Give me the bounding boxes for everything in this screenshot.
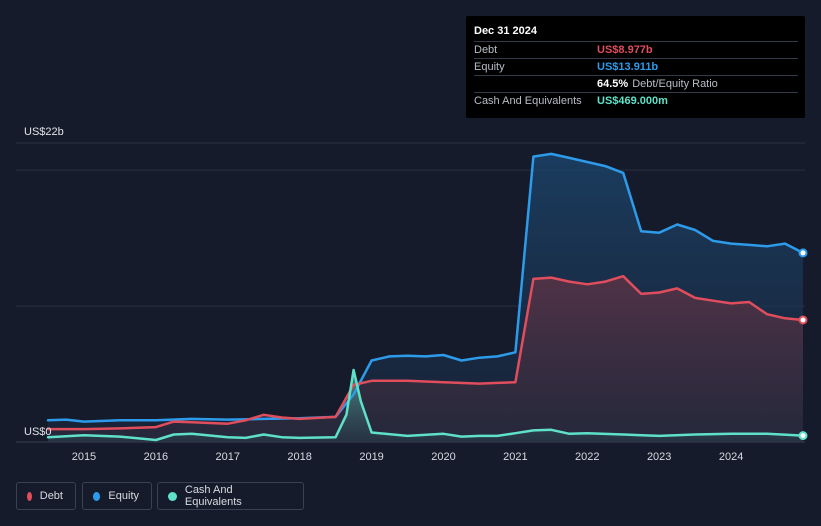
tooltip-row-cash: Cash And Equivalents US$469.000m: [474, 92, 798, 109]
debt-end-marker: [798, 315, 808, 325]
tooltip-ratio: 64.5% Debt/Equity Ratio: [597, 78, 718, 90]
legend-cash[interactable]: Cash And Equivalents: [157, 482, 304, 510]
tooltip-row-ratio: 64.5% Debt/Equity Ratio: [474, 75, 798, 92]
tooltip-date: Dec 31 2024: [474, 25, 537, 37]
tooltip-row-equity: Equity US$13.911b: [474, 58, 798, 75]
x-tick-label: 2019: [359, 451, 383, 463]
y-axis-top-label: US$22b: [24, 126, 64, 138]
series-lines: [46, 152, 805, 442]
series-endpoints: [798, 248, 808, 441]
x-tick-label: 2021: [503, 451, 527, 463]
x-tick-label: 2022: [575, 451, 599, 463]
legend-equity[interactable]: Equity: [82, 482, 152, 510]
x-tick-label: 2015: [72, 451, 96, 463]
x-axis-ticks: 2015 2016 2017 2018 2019 2020 2021 2022 2023 2024: [72, 451, 744, 463]
legend-equity-label: Equity: [108, 490, 139, 502]
tooltip-cash-value: US$469.000m: [597, 95, 668, 107]
x-tick-label: 2018: [287, 451, 311, 463]
tooltip-equity-value: US$13.911b: [597, 61, 659, 73]
tooltip-debt-value: US$8.977b: [597, 44, 653, 56]
debt-area: [48, 276, 803, 442]
equity-end-marker: [798, 248, 808, 258]
x-tick-label: 2016: [144, 451, 168, 463]
tooltip-debt-label: Debt: [474, 44, 498, 56]
tooltip-panel: Dec 31 2024 Debt US$8.977b Equity US$13.…: [466, 16, 805, 118]
y-axis-bottom-label: US$0: [24, 426, 52, 438]
tooltip-ratio-value: 64.5%: [597, 78, 629, 90]
cash-legend-dot-icon: [168, 491, 177, 501]
cash-and-equivalents-end-marker: [798, 431, 808, 441]
debt-legend-dot-icon: [27, 491, 32, 501]
x-tick-label: 2017: [216, 451, 240, 463]
series-areas: [48, 153, 803, 442]
tooltip-cash-label: Cash And Equivalents: [474, 95, 582, 107]
tooltip-equity-label: Equity: [474, 61, 505, 73]
equity-legend-dot-icon: [93, 491, 101, 501]
x-tick-label: 2023: [647, 451, 671, 463]
debt-line: [46, 274, 805, 431]
legend-debt-label: Debt: [39, 490, 63, 502]
cash-and-equivalents-line: [46, 368, 805, 442]
tooltip-ratio-suffix: Debt/Equity Ratio: [632, 78, 718, 90]
x-tick-label: 2024: [719, 451, 743, 463]
legend-debt[interactable]: Debt: [16, 482, 76, 510]
x-tick-label: 2020: [431, 451, 455, 463]
tooltip-row-debt: Debt US$8.977b: [474, 41, 798, 58]
legend-cash-label: Cash And Equivalents: [184, 484, 242, 508]
equity-line: [46, 152, 805, 423]
